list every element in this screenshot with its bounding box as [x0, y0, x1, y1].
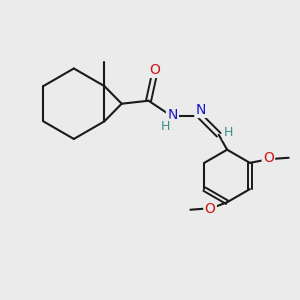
- Text: O: O: [150, 63, 160, 77]
- Text: O: O: [205, 202, 215, 216]
- Text: N: N: [196, 103, 206, 117]
- Text: O: O: [263, 151, 274, 165]
- Text: H: H: [224, 127, 233, 140]
- Text: N: N: [167, 108, 178, 122]
- Text: H: H: [160, 120, 170, 133]
